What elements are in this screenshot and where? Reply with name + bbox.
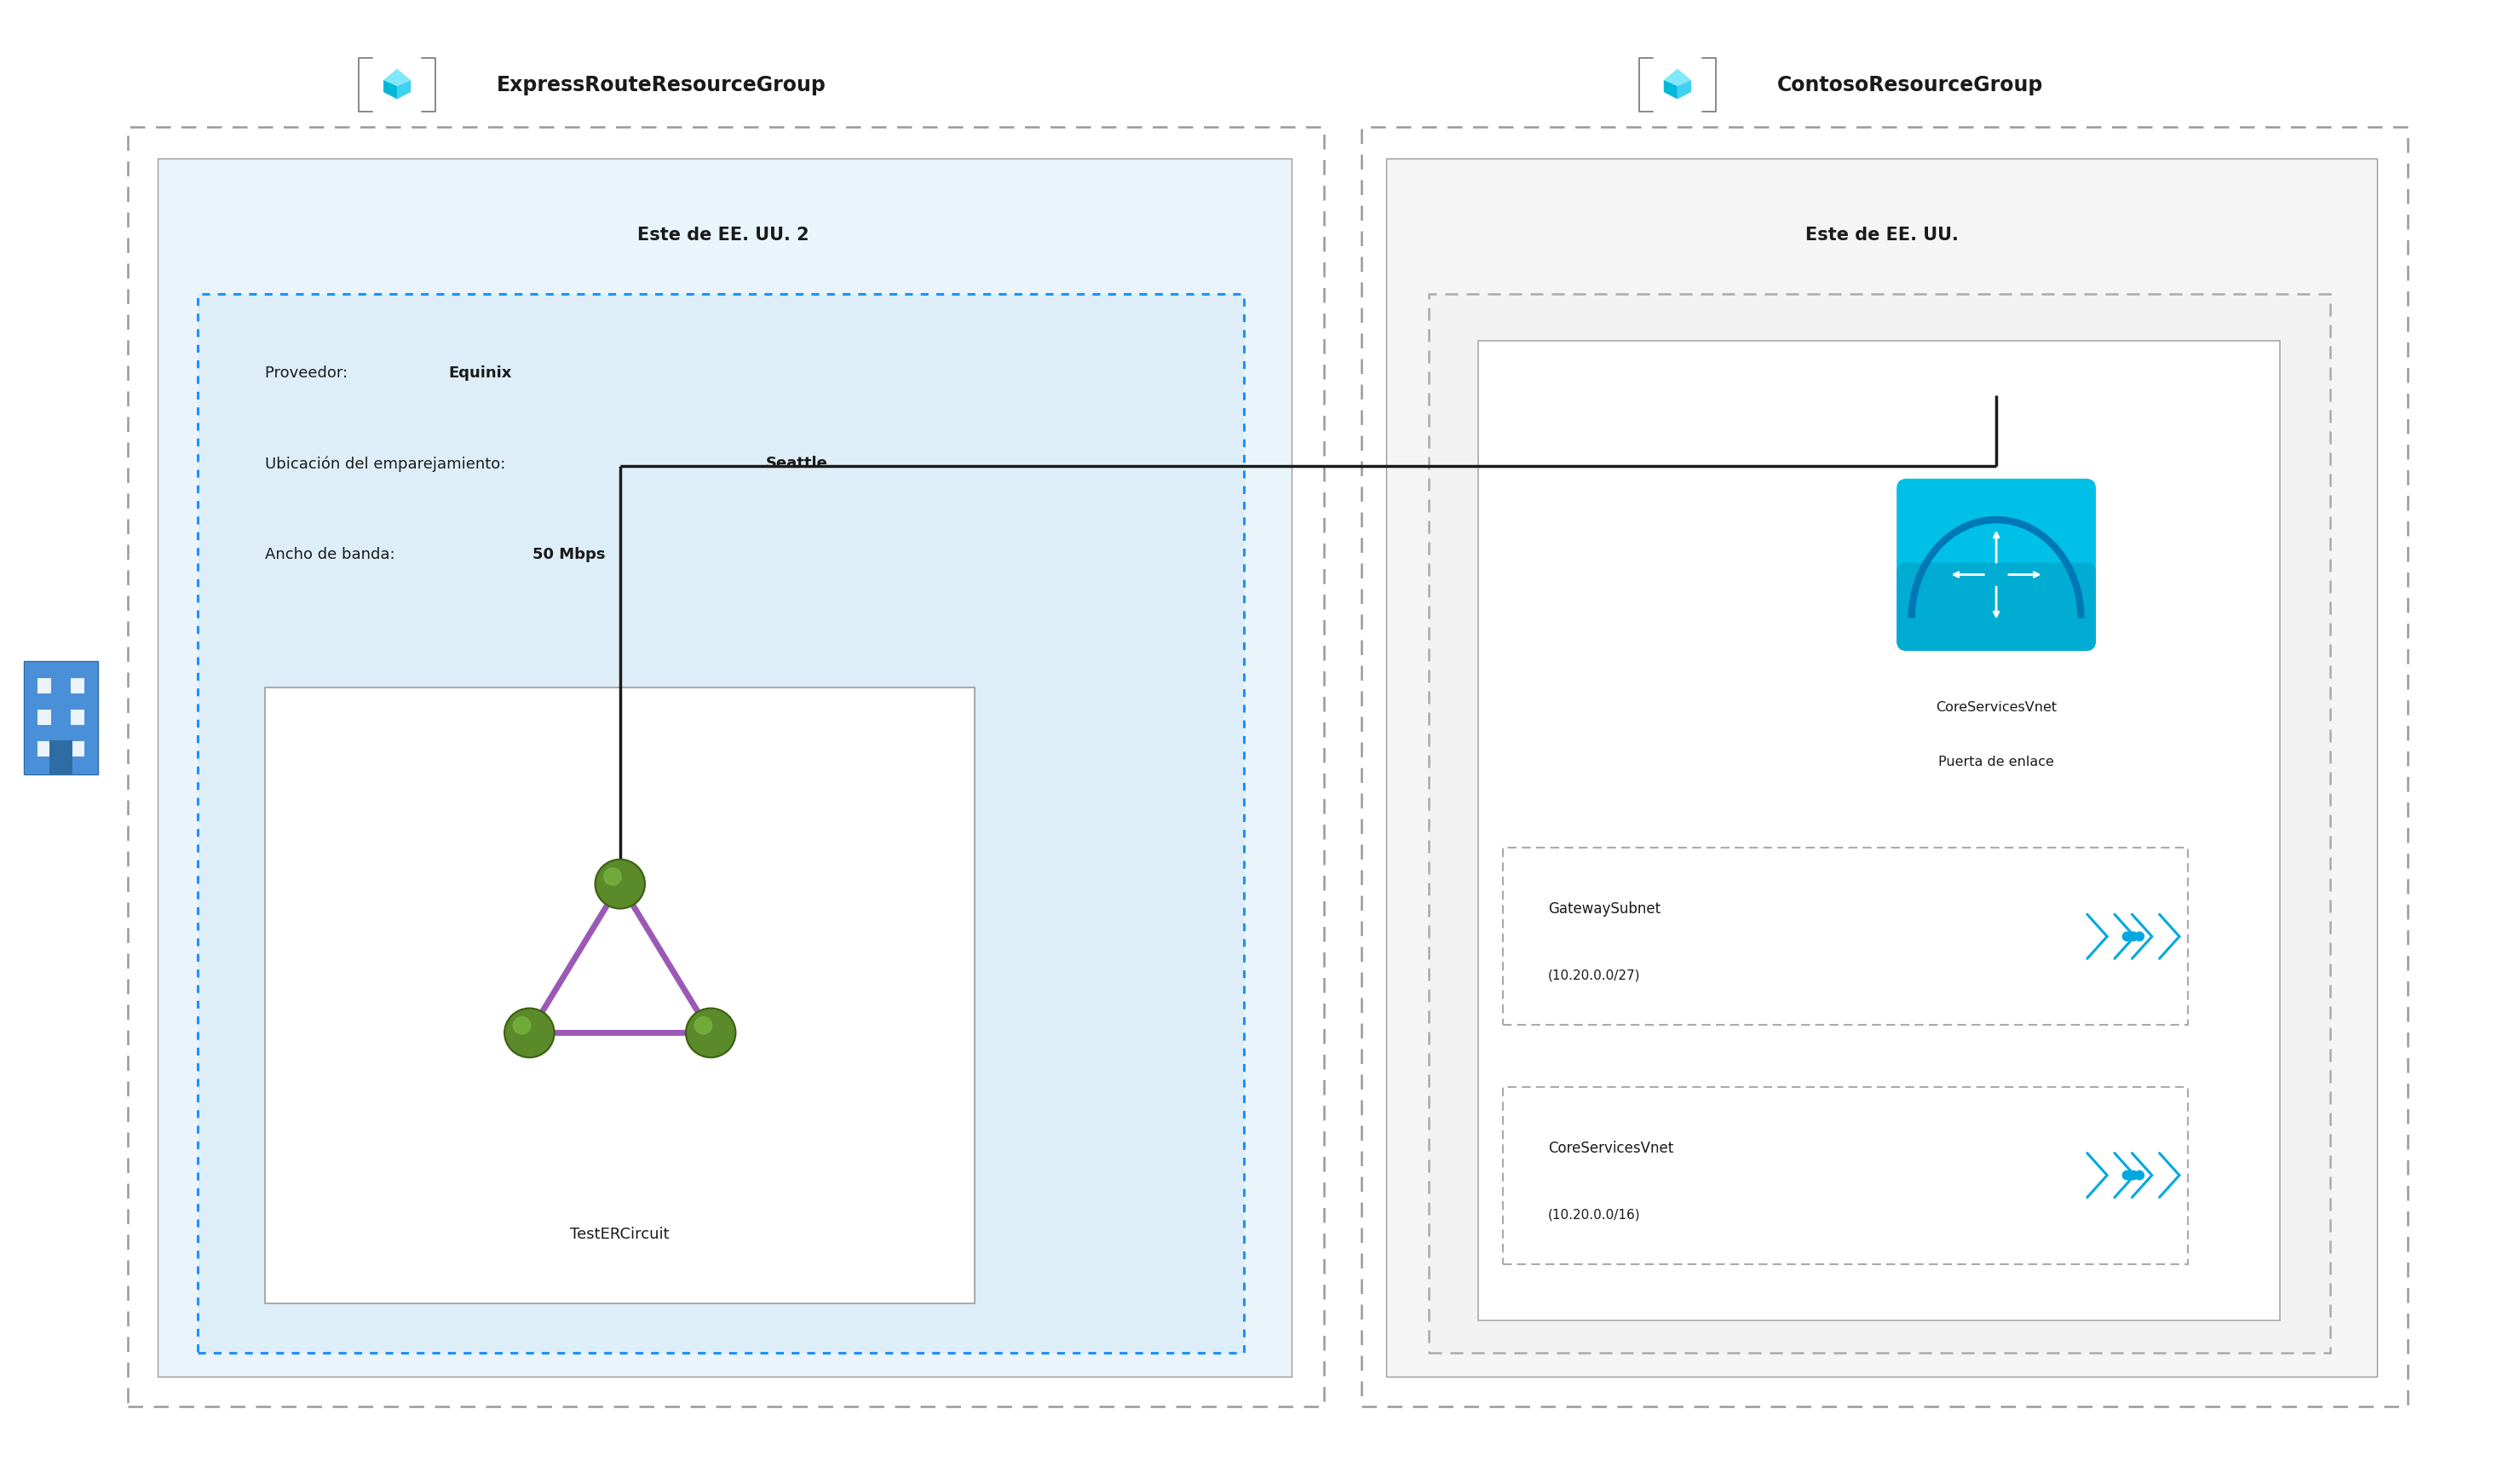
FancyBboxPatch shape bbox=[197, 294, 1244, 1352]
FancyBboxPatch shape bbox=[1429, 294, 2331, 1352]
Polygon shape bbox=[1664, 68, 1691, 86]
FancyBboxPatch shape bbox=[37, 678, 52, 693]
FancyBboxPatch shape bbox=[37, 709, 52, 726]
Text: Puerta de enlace: Puerta de enlace bbox=[1938, 755, 2053, 769]
Text: (10.20.0.0/16): (10.20.0.0/16) bbox=[1549, 1208, 1641, 1221]
FancyBboxPatch shape bbox=[1896, 562, 2096, 651]
Polygon shape bbox=[382, 68, 410, 86]
FancyBboxPatch shape bbox=[37, 742, 52, 757]
FancyBboxPatch shape bbox=[1386, 159, 2378, 1377]
Circle shape bbox=[2123, 932, 2131, 941]
Text: CoreServicesVnet: CoreServicesVnet bbox=[1549, 1141, 1674, 1156]
FancyBboxPatch shape bbox=[1479, 341, 2281, 1321]
Text: Ancho de banda:: Ancho de banda: bbox=[265, 548, 400, 562]
FancyBboxPatch shape bbox=[70, 709, 85, 726]
Text: (10.20.0.0/27): (10.20.0.0/27) bbox=[1549, 969, 1641, 982]
Circle shape bbox=[2123, 1171, 2131, 1180]
FancyBboxPatch shape bbox=[70, 678, 85, 693]
Text: ExpressRouteResourceGroup: ExpressRouteResourceGroup bbox=[497, 74, 827, 95]
Circle shape bbox=[605, 868, 622, 886]
Circle shape bbox=[2128, 1171, 2138, 1180]
Text: Equinix: Equinix bbox=[450, 365, 512, 380]
Text: Ubicación del emparejamiento:: Ubicación del emparejamiento: bbox=[265, 456, 510, 472]
Circle shape bbox=[595, 859, 644, 908]
Text: ContosoResourceGroup: ContosoResourceGroup bbox=[1776, 74, 2043, 95]
FancyBboxPatch shape bbox=[1896, 479, 2096, 651]
Text: Seattle: Seattle bbox=[767, 456, 827, 472]
Text: Proveedor:: Proveedor: bbox=[265, 365, 352, 380]
Circle shape bbox=[2128, 932, 2138, 941]
FancyBboxPatch shape bbox=[1504, 847, 2188, 1025]
FancyBboxPatch shape bbox=[50, 741, 72, 775]
Circle shape bbox=[505, 1008, 555, 1058]
Text: CoreServicesVnet: CoreServicesVnet bbox=[1936, 700, 2056, 714]
Text: Este de EE. UU. 2: Este de EE. UU. 2 bbox=[637, 227, 809, 243]
Polygon shape bbox=[382, 80, 397, 99]
Text: Este de EE. UU.: Este de EE. UU. bbox=[1806, 227, 1958, 243]
Text: GatewaySubnet: GatewaySubnet bbox=[1549, 902, 1661, 917]
Circle shape bbox=[2136, 1171, 2143, 1180]
Circle shape bbox=[694, 1017, 712, 1034]
FancyBboxPatch shape bbox=[265, 689, 974, 1303]
Circle shape bbox=[512, 1017, 530, 1034]
FancyBboxPatch shape bbox=[1504, 1086, 2188, 1264]
FancyBboxPatch shape bbox=[70, 742, 85, 757]
Circle shape bbox=[2136, 932, 2143, 941]
Polygon shape bbox=[1664, 80, 1679, 99]
Text: 50 Mbps: 50 Mbps bbox=[532, 548, 605, 562]
Text: TestERCircuit: TestERCircuit bbox=[570, 1227, 669, 1242]
Circle shape bbox=[687, 1008, 734, 1058]
FancyBboxPatch shape bbox=[22, 660, 97, 775]
FancyBboxPatch shape bbox=[157, 159, 1291, 1377]
Polygon shape bbox=[397, 80, 410, 99]
Polygon shape bbox=[1679, 80, 1691, 99]
